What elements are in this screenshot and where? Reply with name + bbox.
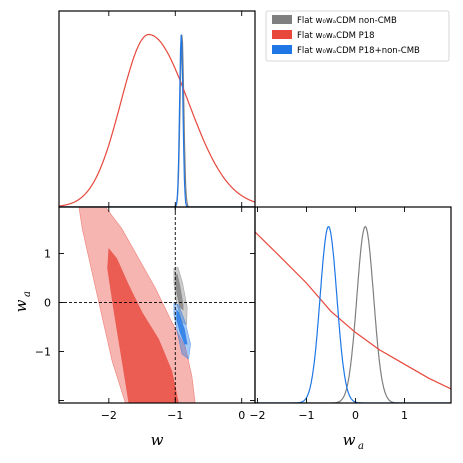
w-curve-series-1 (59, 33, 255, 207)
br-xtick-0-label: 0 (352, 409, 359, 422)
wa-posterior-layer (255, 225, 451, 403)
legend-swatch-p18 (272, 30, 292, 39)
ylabel-wa-main: w (12, 299, 30, 312)
br-xtick-1-label: 1 (401, 409, 408, 422)
bl-xtick--2-label: −2 (101, 409, 117, 422)
wa-curve-series-0 (255, 225, 451, 403)
bl-ytick--1-label: −1 (35, 346, 51, 359)
xlabel-w: w (151, 431, 164, 449)
wa-curve-series-1 (255, 231, 451, 390)
legend-entry-non-cmb: Flat w₀wₐCDM non-CMB (272, 15, 397, 26)
bl-ytick-0-label: 0 (44, 297, 51, 310)
legend-swatch-non-cmb (272, 15, 292, 24)
ylabel-wa: w a (12, 291, 33, 312)
panel-frame-br (254, 206, 452, 404)
contour-68-series-0 (174, 273, 184, 311)
legend-label-non-cmb: Flat w₀wₐCDM non-CMB (297, 16, 397, 26)
xlabel-wa: w a (343, 431, 364, 452)
legend-label-p18: Flat w₀wₐCDM P18 (297, 31, 375, 41)
xlabel-wa-main: w (343, 431, 356, 449)
legend-label-p18-non-cmb: Flat w₀wₐCDM P18+non-CMB (297, 46, 420, 56)
w-curve-series-0 (59, 34, 255, 207)
legend: Flat w₀wₐCDM non-CMB Flat w₀wₐCDM P18 Fl… (265, 10, 450, 62)
bl-xtick-0-label: 0 (238, 409, 245, 422)
br-xtick--2-label: −2 (249, 409, 265, 422)
wa-curve-series-2 (255, 226, 451, 403)
legend-entry-p18: Flat w₀wₐCDM P18 (272, 30, 375, 41)
legend-entry-p18-non-cmb: Flat w₀wₐCDM P18+non-CMB (272, 45, 420, 56)
panel-frame-tl (58, 10, 256, 208)
contour-layer (78, 207, 196, 403)
bl-xtick--1-label: −1 (167, 409, 183, 422)
br-xtick--1-label: −1 (298, 409, 314, 422)
legend-swatch-p18-non-cmb (272, 45, 292, 54)
axis-labels: w w a w a (12, 291, 364, 452)
w-posterior-layer (59, 33, 255, 207)
xlabel-wa-sub: a (358, 441, 364, 452)
contour-68-series-2 (176, 309, 188, 345)
bl-ytick-1-label: 1 (44, 248, 51, 261)
legend-box (265, 10, 450, 62)
ylabel-wa-sub: a (22, 291, 33, 297)
w-curve-series-2 (59, 34, 255, 207)
panels: −2 −1 0 −2 −1 −1 0 0 1 1 (35, 10, 452, 422)
